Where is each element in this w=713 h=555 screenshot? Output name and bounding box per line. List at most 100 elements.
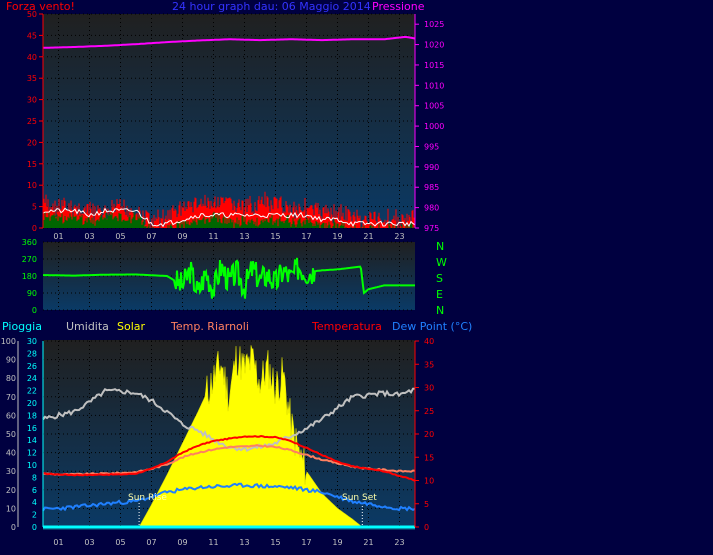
y-left-tick-label: 15	[27, 160, 37, 169]
apparent-temp-label: Temp. Riarnoli	[170, 320, 249, 333]
y-left-tick-label: 25	[27, 117, 37, 126]
y-right-tick-label: 985	[424, 183, 439, 192]
temp-tick-label: 20	[424, 430, 434, 439]
humidity-tick-label: 90	[6, 356, 16, 365]
y-right-tick-label: 1005	[424, 102, 444, 111]
wind-direction-series	[43, 257, 415, 299]
dir-tick-label: 360	[22, 238, 37, 247]
rain-tick-label: 30	[27, 337, 37, 346]
temp-tick-label: 15	[424, 453, 434, 462]
y-left-tick-label: 20	[27, 138, 37, 147]
y-right-tick-label: 980	[424, 204, 439, 213]
x-tick-label: 13	[239, 232, 249, 241]
y-left-tick-label: 50	[27, 10, 37, 19]
x-tick-label: 17	[301, 538, 311, 547]
x-tick-label: 11	[208, 232, 218, 241]
rain-tick-label: 28	[27, 349, 37, 358]
temperature-series	[42, 434, 416, 482]
humidity-tick-label: 80	[6, 374, 16, 383]
rain-tick-label: 14	[27, 436, 37, 445]
pressure-series	[43, 35, 416, 49]
y-right-tick-label: 1015	[424, 61, 444, 70]
rain-tick-label: 6	[32, 486, 37, 495]
rain-tick-label: 20	[27, 399, 37, 408]
rain-tick-label: 2	[32, 511, 37, 520]
humidity-tick-label: 40	[6, 449, 16, 458]
y-left-tick-label: 10	[27, 181, 37, 190]
y-left-tick-label: 5	[32, 203, 37, 212]
x-tick-label: 21	[363, 538, 373, 547]
x-tick-label: 23	[394, 538, 404, 547]
x-tick-label: 09	[177, 232, 187, 241]
temp-tick-label: 5	[424, 500, 429, 509]
x-tick-label: 23	[394, 232, 404, 241]
y-left-tick-label: 30	[27, 96, 37, 105]
solar-label: Solar	[117, 320, 146, 333]
y-left-tick-label: 40	[27, 53, 37, 62]
x-tick-label: 03	[84, 538, 94, 547]
rain-tick-label: 4	[32, 498, 37, 507]
humidity-tick-label: 60	[6, 411, 16, 420]
x-tick-label: 21	[363, 232, 373, 241]
x-tick-label: 05	[115, 538, 125, 547]
humidity-tick-label: 0	[11, 523, 16, 532]
rain-tick-label: 26	[27, 362, 37, 371]
x-tick-label: 07	[146, 232, 156, 241]
humidity-tick-label: 70	[6, 393, 16, 402]
x-tick-label: 17	[301, 232, 311, 241]
humidity-tick-label: 50	[6, 430, 16, 439]
x-tick-label: 15	[270, 232, 280, 241]
y-right-tick-label: 1010	[424, 81, 444, 90]
rain-tick-label: 8	[32, 473, 37, 482]
rain-tick-label: 12	[27, 449, 37, 458]
y-right-tick-label: 1025	[424, 20, 444, 29]
rain-tick-label: 10	[27, 461, 37, 470]
x-tick-label: 11	[208, 538, 218, 547]
rain-tick-label: 24	[27, 374, 37, 383]
wind-speed-label: Forza vento!	[6, 0, 75, 13]
x-tick-label: 01	[53, 538, 63, 547]
dir-tick-label: 90	[27, 289, 37, 298]
y-right-tick-label: 1000	[424, 122, 444, 131]
dew-point-label: Dew Point (°C)	[392, 320, 472, 333]
humidity-tick-label: 20	[6, 486, 16, 495]
dir-tick-label: 180	[22, 272, 37, 281]
rain-tick-label: 22	[27, 387, 37, 396]
dir-tick-label: 270	[22, 255, 37, 264]
x-tick-label: 05	[115, 232, 125, 241]
dew-point-series	[42, 482, 416, 512]
x-tick-label: 03	[84, 232, 94, 241]
rain-label: Pioggia	[2, 320, 42, 333]
wind-dir-letter: S	[436, 272, 443, 285]
temp-tick-label: 40	[424, 337, 434, 346]
temp-tick-label: 35	[424, 360, 434, 369]
x-tick-label: 07	[146, 538, 156, 547]
y-left-tick-label: 45	[27, 31, 37, 40]
humidity-tick-label: 10	[6, 504, 16, 513]
y-left-tick-label: 35	[27, 74, 37, 83]
x-tick-label: 19	[332, 232, 342, 241]
x-tick-label: 19	[332, 538, 342, 547]
temp-tick-label: 10	[424, 477, 434, 486]
humidity-tick-label: 100	[1, 337, 16, 346]
pressure-label: Pressione	[372, 0, 425, 13]
temp-tick-label: 25	[424, 407, 434, 416]
y-left-tick-label: 0	[32, 224, 37, 233]
wind-dir-letter: E	[436, 288, 443, 301]
page-title: 24 hour graph dau: 06 Maggio 2014	[172, 0, 371, 13]
x-tick-label: 15	[270, 538, 280, 547]
humidity-tick-label: 30	[6, 467, 16, 476]
sunset-label: Sun Set	[342, 493, 377, 503]
x-tick-label: 09	[177, 538, 187, 547]
sunrise-label: Sun Rise	[128, 493, 167, 503]
y-right-tick-label: 995	[424, 142, 439, 151]
temp-tick-label: 30	[424, 384, 434, 393]
rain-tick-label: 16	[27, 424, 37, 433]
y-right-tick-label: 990	[424, 163, 439, 172]
y-right-tick-label: 975	[424, 224, 439, 233]
wind-pressure-plot	[43, 14, 415, 228]
dir-tick-label: 0	[32, 306, 37, 315]
x-tick-label: 13	[239, 538, 249, 547]
rain-tick-label: 0	[32, 523, 37, 532]
